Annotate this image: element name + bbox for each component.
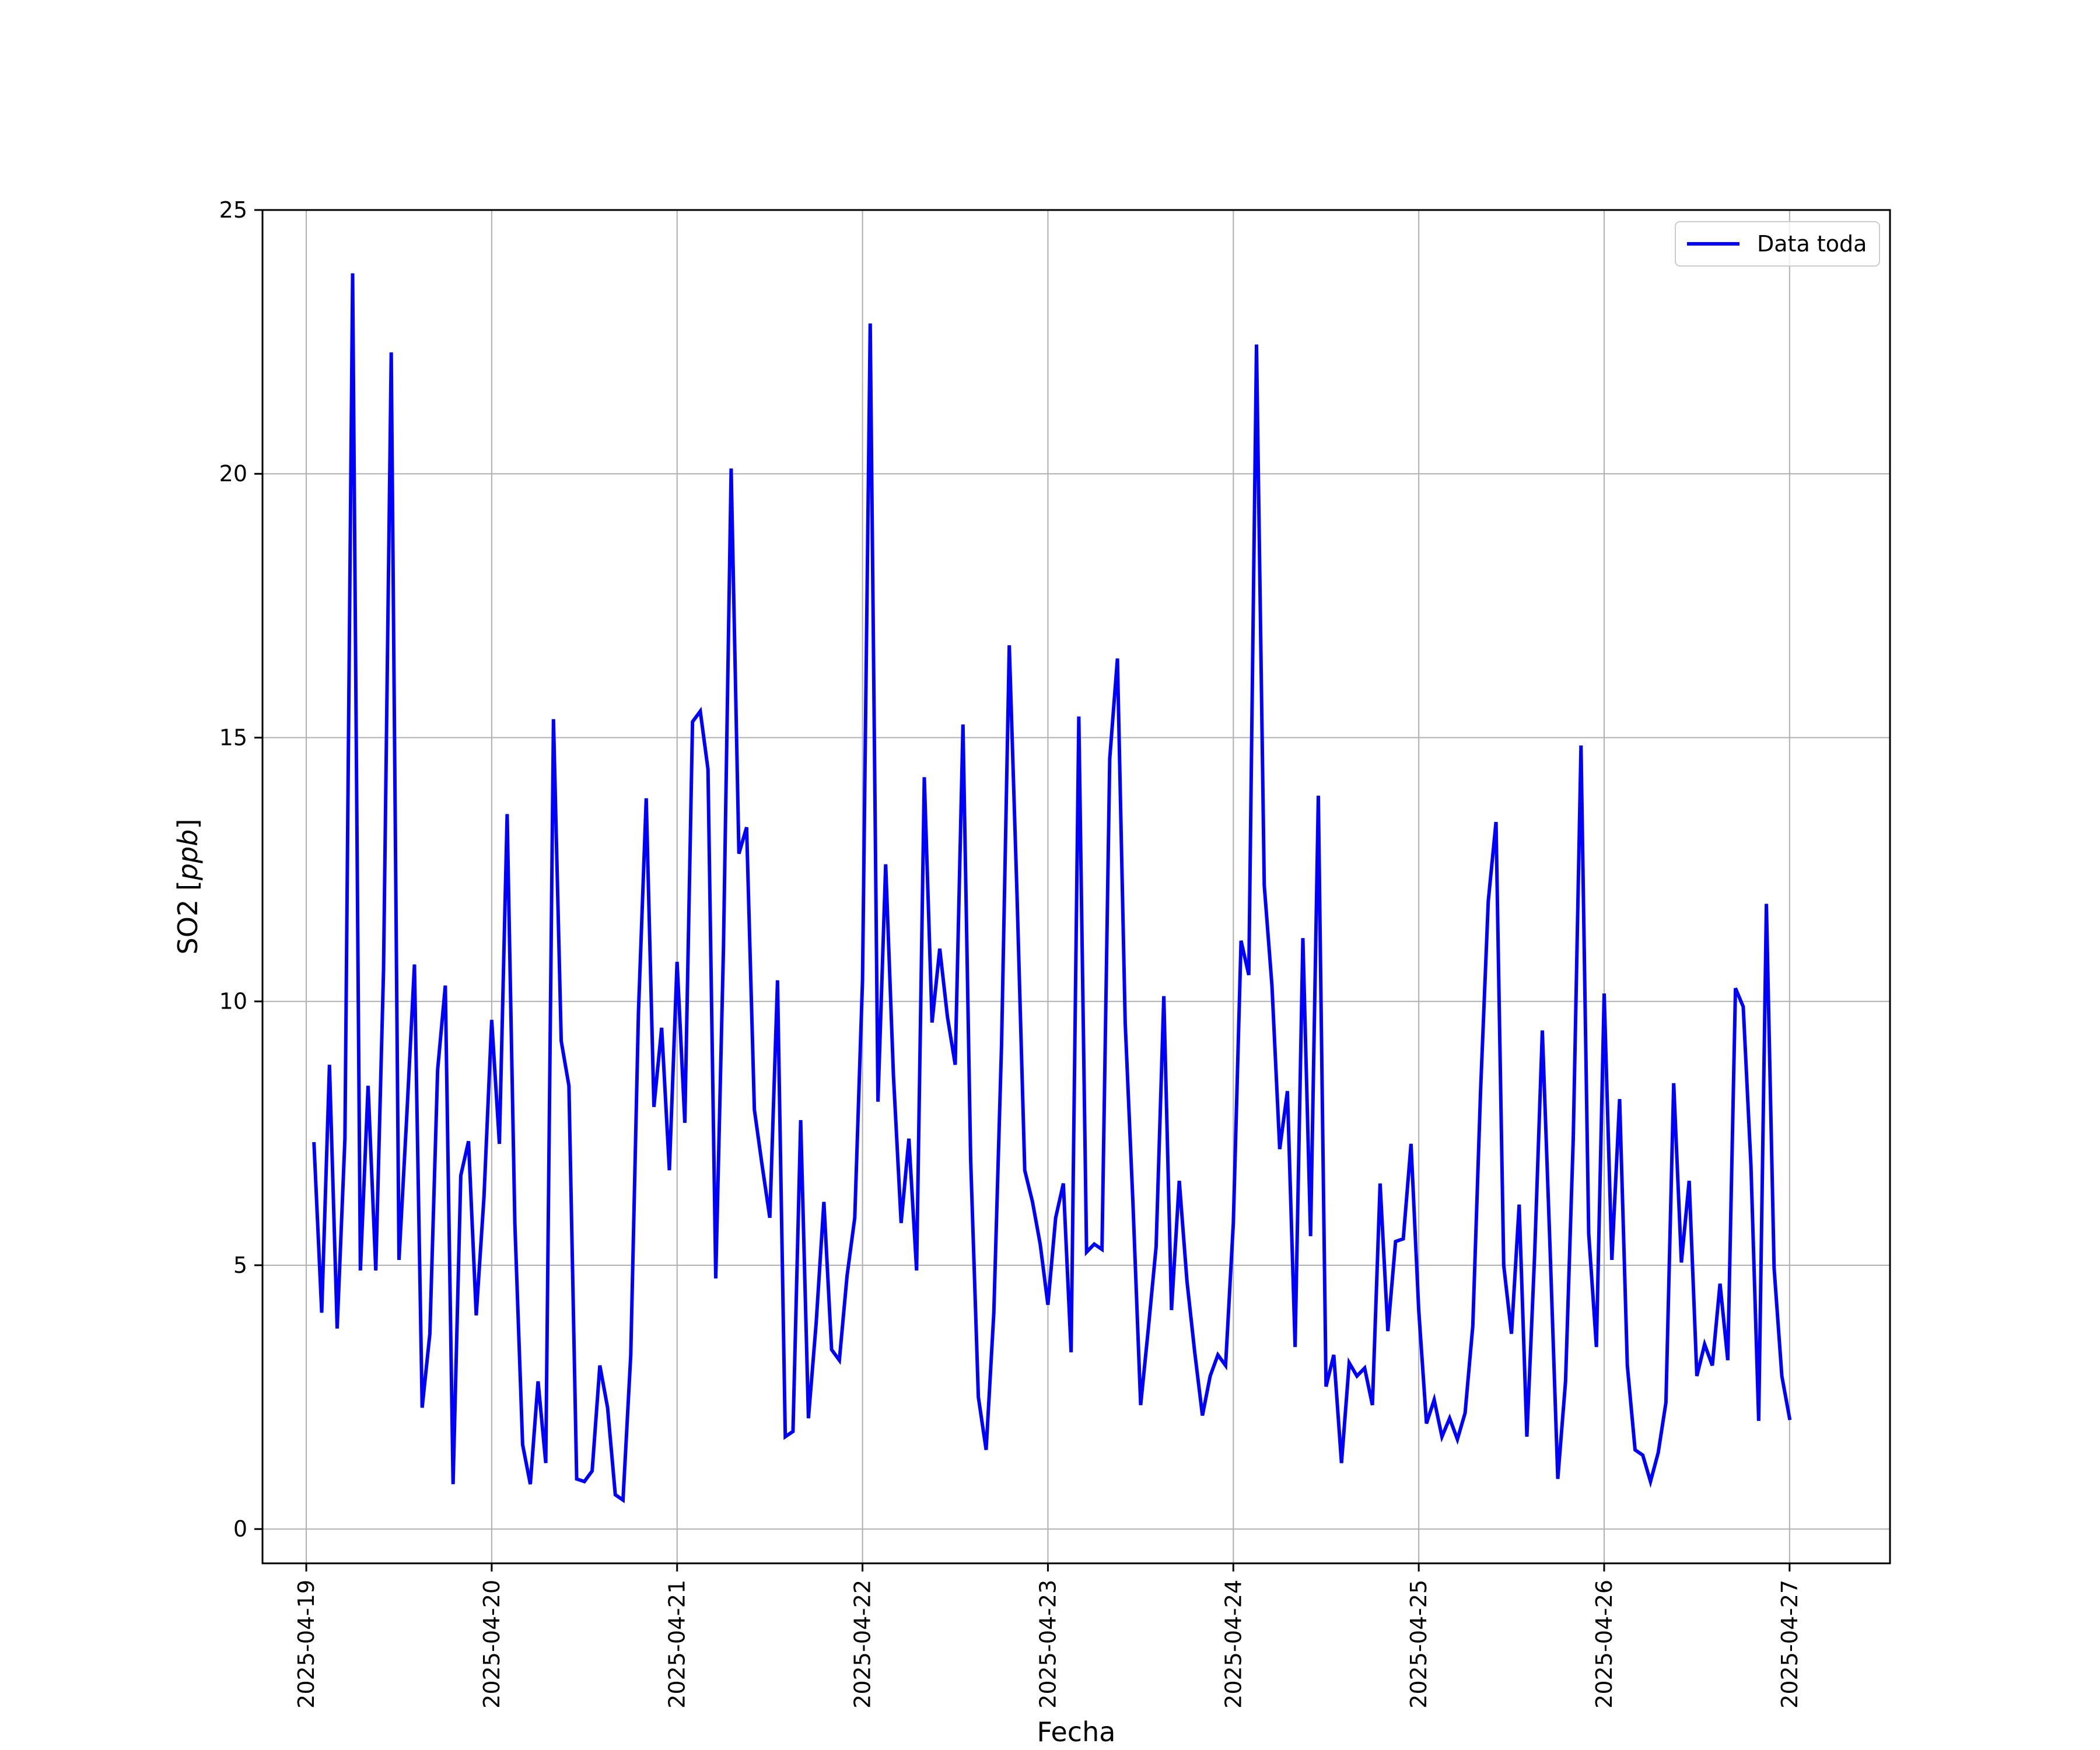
y-axis-label-suffix: ] (172, 819, 204, 830)
plot-frame (261, 209, 1891, 1564)
y-axis-label-unit: ppb (172, 830, 204, 881)
x-tick-label: 2025-04-19 (293, 1580, 319, 1709)
x-tick-label: 2025-04-22 (850, 1580, 876, 1709)
legend-label: Data toda (1757, 231, 1867, 257)
y-tick-label: 5 (233, 1252, 247, 1278)
x-tick-label: 2025-04-26 (1591, 1580, 1617, 1709)
series-line (312, 273, 1792, 1504)
series-layer (312, 273, 1792, 1504)
x-tick-label: 2025-04-23 (1035, 1580, 1060, 1709)
ticks: 2025-04-19 2025-04-20 2025-04-21 2025-04-22… (219, 197, 1803, 1709)
y-axis-label-prefix: SO2 [ (172, 880, 204, 954)
y-tick-label: 20 (219, 461, 247, 487)
y-tick-label: 25 (219, 197, 247, 223)
y-tick-label: 0 (233, 1516, 247, 1542)
y-tick-label: 15 (219, 724, 247, 750)
x-tick-label: 2025-04-24 (1220, 1580, 1246, 1709)
x-tick-label: 2025-04-25 (1406, 1580, 1432, 1709)
x-tick-label: 2025-04-21 (664, 1580, 690, 1709)
legend-box (1675, 221, 1880, 267)
y-axis-label: SO2 [ppb] (172, 819, 204, 955)
x-axis-label: Fecha (1037, 1716, 1116, 1748)
x-tick-label: 2025-04-20 (479, 1580, 505, 1709)
legend: Data toda (1675, 221, 1880, 267)
x-tick-label: 2025-04-27 (1777, 1580, 1803, 1709)
y-tick-label: 10 (219, 989, 247, 1014)
